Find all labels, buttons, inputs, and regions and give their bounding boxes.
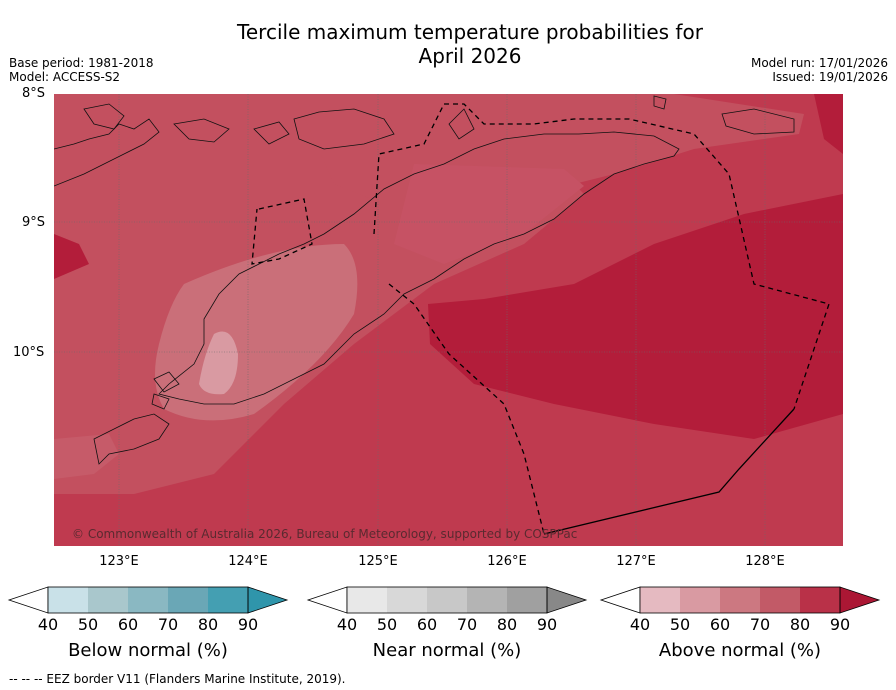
colorbar-tick: 60	[709, 615, 731, 634]
colorbar-tick: 70	[749, 615, 771, 634]
colorbar-extend-high	[839, 586, 881, 614]
colorbar-tick: 50	[669, 615, 691, 634]
colorbar-extend-low	[7, 586, 49, 614]
title-line-1: Tercile maximum temperature probabilitie…	[237, 20, 703, 44]
colorbar-tick: 40	[629, 615, 651, 634]
colorbar-segment	[800, 587, 840, 613]
map-canvas: © Commonwealth of Australia 2026, Bureau…	[54, 94, 843, 546]
colorbar-near-label: Near normal (%)	[372, 640, 522, 661]
base-period: Base period: 1981-2018	[9, 56, 154, 70]
lon-label-128e: 128°E	[745, 554, 785, 569]
lat-label-8s: 8°S	[22, 86, 46, 101]
colorbar-extend-high	[247, 586, 289, 614]
colorbar-tick: 60	[416, 615, 438, 634]
colorbar-tick: 80	[789, 615, 811, 634]
band-80-90-ne	[814, 94, 843, 154]
colorbar-segment	[760, 587, 800, 613]
eez-footnote: -- -- -- EEZ border V11 (Flanders Marine…	[9, 672, 346, 686]
colorbar-border	[346, 586, 548, 614]
colorbar-segment	[507, 587, 547, 613]
coastlines	[54, 95, 795, 465]
band-80-90-east	[428, 194, 843, 439]
colorbar-tick: 50	[77, 615, 99, 634]
colorbar-segment	[467, 587, 507, 613]
model-run: Model run: 17/01/2026	[750, 56, 888, 70]
colorbar-border	[639, 586, 841, 614]
issued-date: Issued: 19/01/2026	[772, 70, 888, 84]
colorbar-segment	[640, 587, 680, 613]
colorbar-tick: 80	[197, 615, 219, 634]
colorbar-tick: 70	[456, 615, 478, 634]
title-line-2: April 2026	[418, 44, 522, 68]
colorbar-segment	[347, 587, 387, 613]
colorbar-segment	[128, 587, 168, 613]
colorbar-extend-low	[306, 586, 348, 614]
lon-label-123e: 123°E	[99, 554, 139, 569]
band-50-60	[199, 331, 238, 395]
colorbar-extend-high	[546, 586, 588, 614]
colorbar-border	[47, 586, 249, 614]
colorbar-tick: 40	[37, 615, 59, 634]
probability-map: © Commonwealth of Australia 2026, Bureau…	[54, 94, 843, 546]
colorbar-segment	[48, 587, 88, 613]
colorbar-segment	[208, 587, 248, 613]
band-80-90-west	[54, 234, 89, 279]
band-70-80-sw	[54, 434, 119, 479]
colorbar-below-normal	[7, 586, 289, 614]
lon-label-125e: 125°E	[358, 554, 398, 569]
colorbar-segment	[168, 587, 208, 613]
colorbar-tick: 90	[237, 615, 259, 634]
map-title: Tercile maximum temperature probabilitie…	[0, 20, 896, 68]
lat-label-10s: 10°S	[13, 345, 45, 360]
model-name: Model: ACCESS-S2	[9, 70, 121, 84]
lon-label-126e: 126°E	[487, 554, 527, 569]
colorbars	[7, 586, 881, 614]
lat-label-9s: 9°S	[22, 215, 46, 230]
colorbar-tick: 40	[336, 615, 358, 634]
meta-left: Base period: 1981-2018 Model: ACCESS-S2	[9, 56, 154, 84]
map-copyright: © Commonwealth of Australia 2026, Bureau…	[72, 527, 577, 541]
colorbar-above-label: Above normal (%)	[658, 640, 822, 661]
colorbar-segment	[427, 587, 467, 613]
colorbar-extend-low	[599, 586, 641, 614]
band-70-80-center	[394, 164, 584, 264]
lon-label-127e: 127°E	[616, 554, 656, 569]
colorbar-segment	[680, 587, 720, 613]
meta-right: Model run: 17/01/2026 Issued: 19/01/2026	[751, 56, 888, 84]
colorbar-near-normal	[306, 586, 588, 614]
colorbar-segment	[88, 587, 128, 613]
colorbar-tick: 90	[536, 615, 558, 634]
lon-label-124e: 124°E	[228, 554, 268, 569]
colorbar-above-normal	[599, 586, 881, 614]
colorbar-below-label: Below normal (%)	[68, 640, 228, 661]
colorbar-segment	[720, 587, 760, 613]
colorbar-tick: 60	[117, 615, 139, 634]
colorbar-segment	[387, 587, 427, 613]
colorbar-tick: 50	[376, 615, 398, 634]
colorbar-tick: 70	[157, 615, 179, 634]
colorbar-tick: 80	[496, 615, 518, 634]
eez-border	[251, 103, 830, 535]
colorbar-tick: 90	[829, 615, 851, 634]
